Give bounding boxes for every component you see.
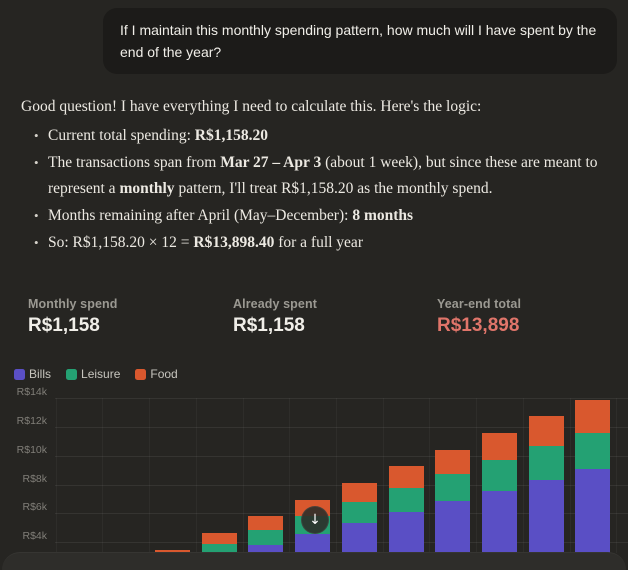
stat-value: R$1,158 bbox=[28, 315, 100, 336]
bar-segment-leisure bbox=[388, 488, 424, 513]
gridline bbox=[55, 513, 628, 515]
gridline bbox=[149, 398, 151, 553]
bar-segment-leisure bbox=[435, 474, 471, 502]
bullet-item: The transactions span from Mar 27 – Apr … bbox=[34, 150, 605, 202]
y-axis-tick-label: R$14k bbox=[16, 386, 47, 399]
stat-label: Monthly spend bbox=[28, 297, 118, 311]
bar-segment-leisure bbox=[341, 502, 377, 524]
gridline bbox=[195, 398, 197, 553]
leisure-swatch-icon bbox=[66, 368, 78, 380]
bar-segment-leisure bbox=[481, 460, 517, 491]
stat-already-spent: Already spent R$1,158 bbox=[233, 297, 317, 337]
user-message-text: If I maintain this monthly spending patt… bbox=[120, 22, 597, 60]
gridline bbox=[55, 542, 628, 544]
bullet-item: So: R$1,158.20 × 12 = R$13,898.40 for a … bbox=[34, 230, 605, 256]
stat-label: Already spent bbox=[233, 297, 317, 311]
gridline bbox=[522, 398, 524, 553]
chat-input-box[interactable] bbox=[2, 552, 626, 570]
gridline bbox=[429, 398, 431, 553]
bar-segment-leisure bbox=[575, 432, 611, 469]
gridline bbox=[616, 398, 618, 553]
down-arrow-icon: ↓ bbox=[309, 512, 321, 528]
gridline bbox=[102, 398, 104, 553]
bullet-text-segment: Current total spending: bbox=[48, 127, 195, 144]
assistant-intro: Good question! I have everything I need … bbox=[21, 98, 482, 115]
legend-item-bills: Bills bbox=[14, 367, 51, 381]
gridline bbox=[289, 398, 291, 553]
legend-label: Food bbox=[150, 367, 178, 381]
gridline bbox=[55, 398, 57, 553]
bar-segment-leisure bbox=[528, 446, 564, 480]
assistant-response: Good question! I have everything I need … bbox=[21, 94, 605, 257]
bar-segment-food bbox=[575, 399, 611, 433]
bar-segment-food bbox=[388, 466, 424, 489]
bullet-text-segment: R$13,898.40 bbox=[193, 234, 275, 251]
bullet-text-segment: monthly bbox=[119, 180, 175, 197]
bullet-text-segment: Months remaining after April (May–Decemb… bbox=[48, 207, 353, 224]
legend-item-leisure: Leisure bbox=[66, 367, 120, 381]
gridline bbox=[55, 455, 628, 457]
bullet-text-segment: 8 months bbox=[352, 207, 414, 224]
stat-label: Year-end total bbox=[437, 297, 522, 311]
gridline bbox=[335, 398, 337, 553]
y-axis-tick-label: R$4k bbox=[22, 530, 47, 543]
legend-label: Leisure bbox=[81, 367, 121, 381]
bullet-text-segment: (about 1 week), but since these are mean… bbox=[48, 154, 598, 197]
legend-item-food: Food bbox=[135, 367, 178, 381]
y-axis-tick-label: R$12k bbox=[16, 415, 47, 428]
stat-year-end-total: Year-end total R$13,898 bbox=[437, 297, 521, 337]
bullet-item: Months remaining after April (May–Decemb… bbox=[34, 203, 605, 229]
y-axis-tick-label: R$10k bbox=[16, 443, 47, 456]
stat-value: R$1,158 bbox=[233, 315, 305, 336]
assistant-bullet-list: Current total spending: R$1,158.20 The t… bbox=[21, 123, 605, 256]
bar-segment-food bbox=[435, 449, 471, 475]
gridline bbox=[55, 398, 628, 400]
scroll-to-bottom-button[interactable]: ↓ bbox=[301, 506, 329, 534]
food-swatch-icon bbox=[135, 368, 147, 380]
bar-segment-food bbox=[341, 482, 377, 503]
stats-row: Monthly spend R$1,158 Already spent R$1,… bbox=[0, 297, 628, 337]
bullet-text-segment: pattern, I'll treat R$1,158.20 as the mo… bbox=[174, 180, 493, 197]
bullet-item: Current total spending: R$1,158.20 bbox=[34, 123, 605, 149]
y-axis-tick-label: R$6k bbox=[22, 501, 47, 514]
gridline bbox=[55, 427, 628, 429]
bar-segment-food bbox=[528, 416, 564, 447]
y-axis-tick-label: R$8k bbox=[22, 472, 47, 485]
gridline bbox=[55, 484, 628, 486]
gridline bbox=[382, 398, 384, 553]
gridline bbox=[476, 398, 478, 553]
bills-swatch-icon bbox=[14, 368, 25, 380]
bar-segment-food bbox=[481, 433, 517, 461]
bar-segment-leisure bbox=[248, 529, 284, 545]
gridline bbox=[569, 398, 571, 553]
bullet-text-segment: The transactions span from bbox=[48, 154, 221, 171]
bullet-text-segment: Mar 27 – Apr 3 bbox=[220, 154, 322, 171]
gridline bbox=[242, 398, 244, 553]
bullet-text-segment: for a full year bbox=[274, 234, 363, 251]
bullet-text-segment: R$1,158.20 bbox=[194, 127, 268, 144]
legend-label: Bills bbox=[29, 367, 52, 381]
stat-value: R$13,898 bbox=[437, 315, 520, 336]
user-message-bubble: If I maintain this monthly spending patt… bbox=[103, 8, 617, 74]
bar-segment-food bbox=[248, 516, 284, 530]
chart-legend: Bills Leisure Food bbox=[14, 367, 178, 381]
bar-segment-food bbox=[201, 532, 237, 544]
bullet-text-segment: So: R$1,158.20 × 12 = bbox=[48, 234, 194, 251]
stat-monthly-spend: Monthly spend R$1,158 bbox=[28, 297, 118, 337]
